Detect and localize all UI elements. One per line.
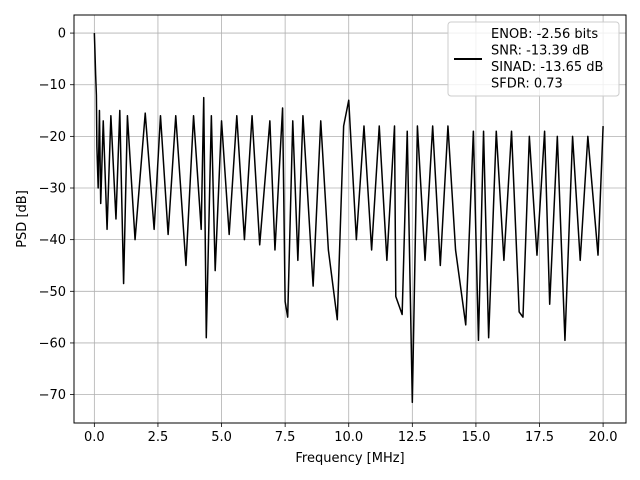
legend-line-sinad: SINAD: -13.65 dB — [491, 60, 603, 75]
axis-ticks: 0.0 2.5 5.0 7.5 10.0 12.5 15.0 17.5 20.0 0 −10 −20 −… — [39, 27, 618, 445]
y-tick-label: 0 — [58, 27, 66, 42]
y-tick-label: −50 — [39, 285, 66, 300]
x-tick-label: 7.5 — [275, 430, 296, 445]
y-tick-label: −10 — [39, 78, 66, 93]
legend: ENOB: -2.56 bits SNR: -13.39 dB SINAD: -… — [447, 21, 620, 97]
axes-frame — [73, 14, 627, 424]
x-tick-label: 5.0 — [211, 430, 232, 445]
x-tick-label: 20.0 — [589, 430, 618, 445]
y-tick-label: −30 — [39, 182, 66, 197]
legend-line-snr: SNR: -13.39 dB — [491, 44, 589, 59]
y-tick-label: −70 — [39, 388, 66, 403]
plot-area — [93, 33, 604, 404]
x-axis-label: Frequency [MHz] — [295, 451, 404, 466]
legend-box — [447, 21, 620, 97]
x-tick-label: 10.0 — [334, 430, 363, 445]
y-axis-label: PSD [dB] — [15, 190, 30, 248]
psd-series-line — [93, 33, 604, 404]
y-tick-label: −20 — [39, 130, 66, 145]
x-tick-label: 2.5 — [148, 430, 169, 445]
x-tick-label: 17.5 — [525, 430, 554, 445]
x-tick-label: 0.0 — [84, 430, 105, 445]
legend-line-sfdr: SFDR: 0.73 — [491, 77, 563, 92]
legend-line-enob: ENOB: -2.56 bits — [491, 27, 598, 42]
x-tick-label: 12.5 — [398, 430, 427, 445]
y-tick-label: −60 — [39, 336, 66, 351]
x-tick-label: 15.0 — [461, 430, 490, 445]
y-tick-label: −40 — [39, 233, 66, 248]
